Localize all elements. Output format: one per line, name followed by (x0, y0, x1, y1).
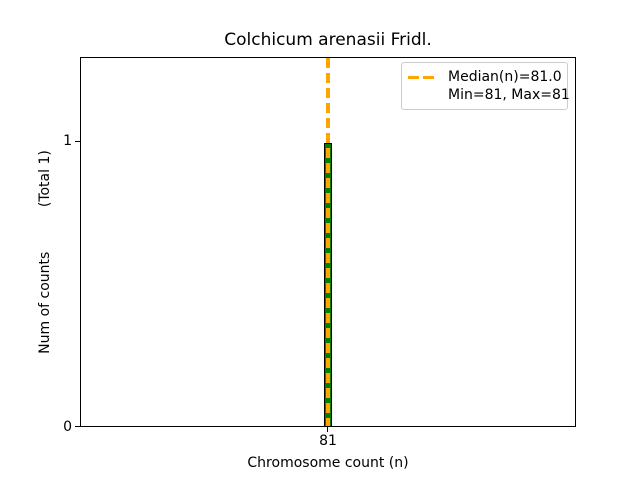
legend: Median(n)=81.0 Min=81, Max=81 (401, 62, 570, 110)
legend-label-median: Median(n)=81.0 (448, 69, 562, 85)
legend-entry-minmax: Min=81, Max=81 (408, 86, 570, 104)
median-dashed-line-icon (408, 75, 435, 79)
plot-area: Median(n)=81.0 Min=81, Max=81 (80, 57, 576, 427)
x-tick-mark-81 (327, 427, 328, 432)
legend-entry-median: Median(n)=81.0 (408, 68, 562, 86)
median-line (326, 58, 330, 426)
y-tick-mark-0 (75, 426, 80, 427)
legend-handle-spacer (408, 94, 435, 97)
legend-label-minmax: Min=81, Max=81 (448, 87, 570, 103)
plot-title: Colchicum arenasii Fridl. (224, 30, 432, 50)
y-tick-mark-1 (75, 141, 80, 142)
x-axis-label: Chromosome count (n) (247, 455, 409, 471)
x-tick-label-81: 81 (319, 433, 337, 449)
y-axis-label: Num of counts (Total 1) (37, 150, 53, 354)
y-tick-label-1: 1 (63, 133, 72, 149)
y-tick-label-0: 0 (63, 419, 72, 435)
